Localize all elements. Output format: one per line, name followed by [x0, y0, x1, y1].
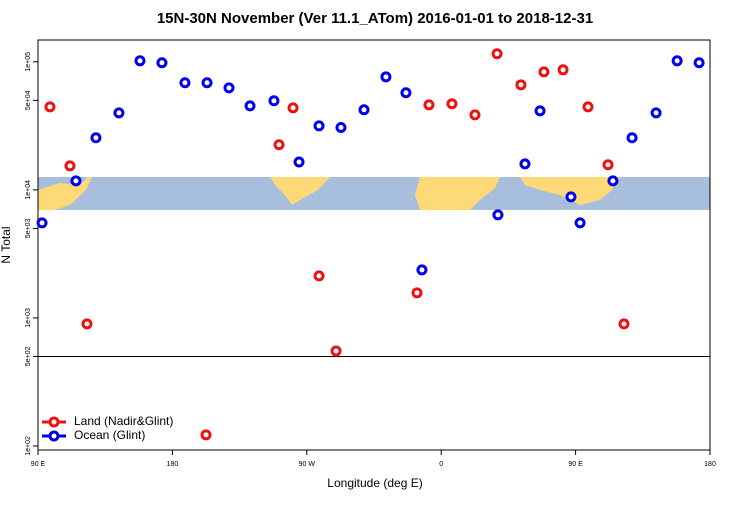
point: [81, 318, 93, 330]
point: [293, 156, 305, 168]
point: [90, 132, 102, 144]
point: [492, 209, 504, 221]
point: [671, 55, 683, 67]
y-tick-label: 5e+03: [25, 218, 32, 238]
point: [313, 120, 325, 132]
point: [223, 82, 235, 94]
x-axis-label: Longitude (deg E): [327, 476, 422, 490]
point: [36, 217, 48, 229]
legend-label: Ocean (Glint): [74, 428, 145, 442]
point: [626, 132, 638, 144]
point: [156, 57, 168, 69]
chart-title: 15N-30N November (Ver 11.1_ATom) 2016-01…: [157, 10, 593, 27]
legend-marker: [48, 416, 60, 428]
point: [64, 160, 76, 172]
point: [244, 100, 256, 112]
point: [70, 175, 82, 187]
point: [469, 109, 481, 121]
legend-marker: [48, 430, 60, 442]
point: [200, 429, 212, 441]
x-tick-label: 180: [704, 461, 716, 468]
point: [423, 99, 435, 111]
plot-frame: [37, 39, 711, 451]
point: [287, 102, 299, 114]
y-tick-label: 1e+05: [25, 52, 32, 72]
point: [313, 270, 325, 282]
y-tick-label: 1e+02: [25, 436, 32, 456]
point: [607, 175, 619, 187]
point: [201, 77, 213, 89]
y-tick-label: 5e+04: [25, 90, 32, 110]
point: [273, 139, 285, 151]
point: [519, 158, 531, 170]
point: [574, 217, 586, 229]
x-tick-label: 90 W: [299, 461, 316, 468]
point: [534, 105, 546, 117]
point: [582, 101, 594, 113]
y-axis-label: N Total: [0, 226, 13, 263]
point: [491, 48, 503, 60]
point: [335, 121, 347, 133]
y-tick-label: 1e+04: [25, 180, 32, 200]
point: [446, 98, 458, 110]
x-tick-label: 90 E: [568, 461, 583, 468]
point: [565, 191, 577, 203]
point: [380, 71, 392, 83]
x-tick-label: 90 E: [31, 461, 46, 468]
point: [650, 107, 662, 119]
point: [557, 64, 569, 76]
point: [400, 87, 412, 99]
point: [330, 345, 342, 357]
point: [602, 159, 614, 171]
point: [515, 79, 527, 91]
point: [538, 66, 550, 78]
legend-label: Land (Nadir&Glint): [74, 414, 173, 428]
point: [416, 264, 428, 276]
x-tick-label: 180: [167, 461, 179, 468]
point: [268, 95, 280, 107]
point: [134, 55, 146, 67]
y-tick-label: 5e+02: [25, 347, 32, 367]
point: [411, 287, 423, 299]
point: [44, 101, 56, 113]
x-tick-label: 0: [439, 461, 443, 468]
point: [358, 104, 370, 116]
point: [179, 77, 191, 89]
y-tick-label: 1e+03: [25, 308, 32, 328]
point: [693, 57, 705, 69]
point: [618, 318, 630, 330]
map-strip: [38, 177, 710, 210]
point: [113, 107, 125, 119]
